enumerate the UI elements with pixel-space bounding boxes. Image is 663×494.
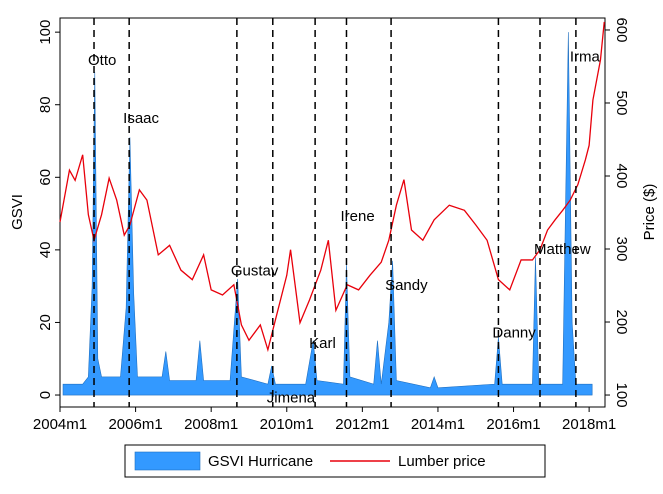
y2-tick-label: 500 <box>613 90 630 115</box>
event-label: Sandy <box>385 277 428 294</box>
y2-tick-label: 600 <box>613 17 630 42</box>
x-tick-label: 2010m1 <box>260 416 314 433</box>
y2-tick-label: 300 <box>613 236 630 261</box>
y-tick-label: 100 <box>37 20 54 45</box>
x-tick-label: 2014m1 <box>411 416 465 433</box>
x-tick-label: 2018m1 <box>562 416 616 433</box>
y2-tick-label: 400 <box>613 163 630 188</box>
y-tick-label: 20 <box>37 314 54 331</box>
y-tick-label: 60 <box>37 169 54 186</box>
legend-swatch <box>134 451 201 471</box>
y-tick-label: 80 <box>37 96 54 113</box>
legend-box <box>124 444 546 478</box>
x-tick-label: 2008m1 <box>184 416 238 433</box>
event-label: Jimena <box>267 390 316 407</box>
x-tick-label: 2004m1 <box>33 416 87 433</box>
lumber-line <box>59 21 605 353</box>
legend-label: GSVI Hurricane <box>208 453 313 470</box>
event-label: Irene <box>340 208 374 225</box>
y-tick-label: 40 <box>37 242 54 259</box>
y2-axis-label: Price ($) <box>641 184 658 241</box>
event-label: Danny <box>492 324 536 341</box>
gsvi-area <box>62 32 593 396</box>
y2-tick-label: 100 <box>613 383 630 408</box>
event-label: Karl <box>309 335 336 352</box>
x-tick-label: 2012m1 <box>335 416 389 433</box>
plot-frame <box>59 17 606 408</box>
event-label: Otto <box>88 52 116 69</box>
x-tick-label: 2006m1 <box>108 416 162 433</box>
y-tick-label: 0 <box>37 391 54 399</box>
legend-label: Lumber price <box>398 453 486 470</box>
y-axis-label: GSVI <box>9 194 26 230</box>
event-label: Matthew <box>534 241 591 258</box>
event-label: Irma <box>570 49 601 66</box>
y2-tick-label: 200 <box>613 310 630 335</box>
x-tick-label: 2016m1 <box>486 416 540 433</box>
event-label: Isaac <box>123 110 159 127</box>
event-label: Gustav <box>231 263 279 280</box>
